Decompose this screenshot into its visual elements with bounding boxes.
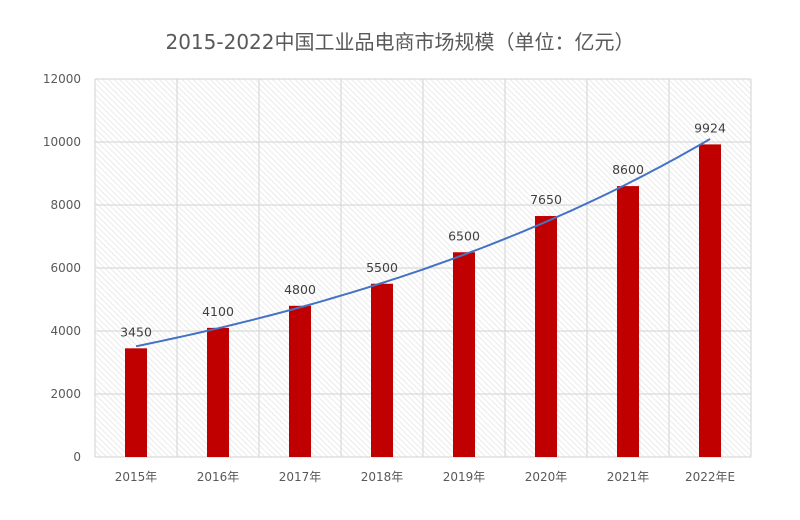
x-tick-label: 2018年: [361, 470, 404, 484]
data-label: 7650: [530, 192, 562, 207]
y-tick-label: 12000: [43, 72, 81, 86]
bar: [289, 305, 311, 457]
y-tick-label: 2000: [50, 387, 81, 401]
bar: [207, 327, 229, 457]
x-tick-label: 2022年E: [685, 470, 735, 484]
bar: [535, 216, 557, 457]
y-tick-label: 4000: [50, 324, 81, 338]
bar: [699, 144, 721, 458]
y-tick-label: 6000: [50, 261, 81, 275]
bar: [125, 348, 147, 457]
data-label: 4100: [202, 304, 234, 319]
y-tick-label: 10000: [43, 135, 81, 149]
data-label: 9924: [694, 120, 726, 135]
bar: [617, 186, 639, 457]
trendline: [135, 138, 711, 348]
y-tick-label: 0: [73, 450, 81, 464]
x-tick-label: 2015年: [115, 470, 158, 484]
data-label: 8600: [612, 162, 644, 177]
bar: [371, 283, 393, 457]
data-label: 3450: [120, 324, 152, 339]
y-tick-label: 8000: [50, 198, 81, 212]
bar: [453, 252, 475, 457]
data-label: 5500: [366, 260, 398, 275]
x-tick-label: 2019年: [443, 470, 486, 484]
x-tick-label: 2016年: [197, 470, 240, 484]
x-tick-label: 2017年: [279, 470, 322, 484]
x-tick-label: 2021年: [607, 470, 650, 484]
data-label: 6500: [448, 228, 480, 243]
x-tick-label: 2020年: [525, 470, 568, 484]
data-label: 4800: [284, 282, 316, 297]
chart-title: 2015-2022中国工业品电商市场规模（单位：亿元）: [165, 30, 635, 54]
